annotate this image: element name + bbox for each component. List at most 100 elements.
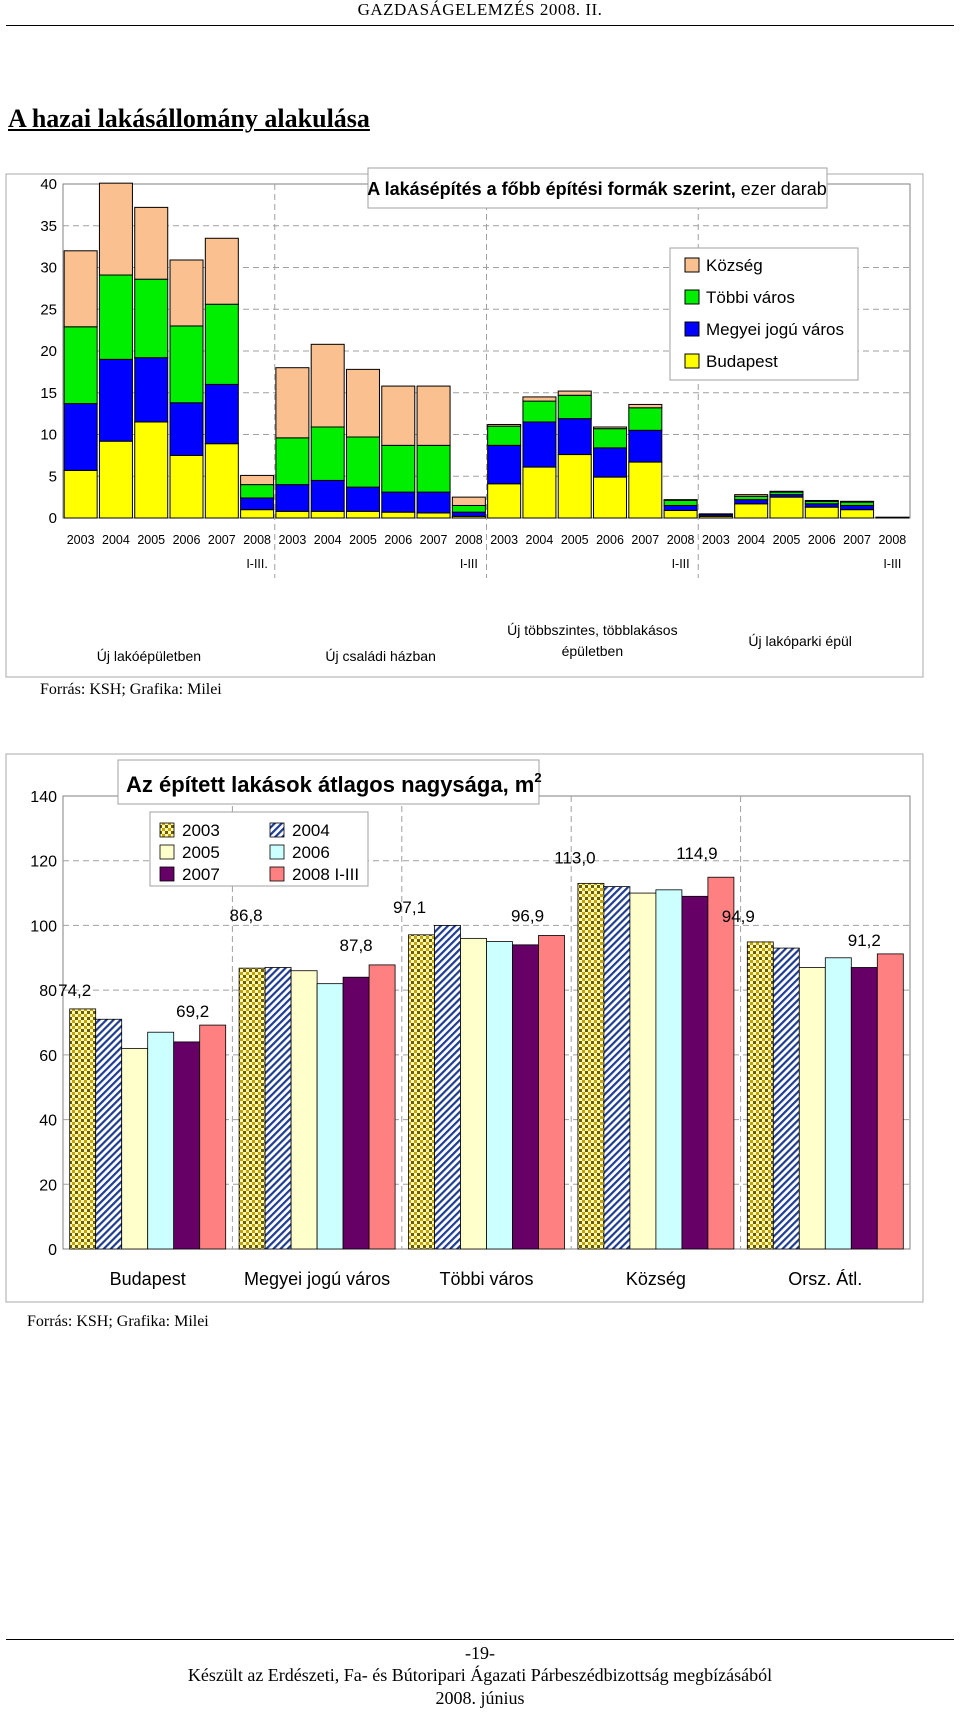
chart2-bar-2004 — [95, 1018, 123, 1250]
chart1-bar-megyei-jogu-varos — [487, 444, 522, 485]
chart1-x-tick-label: 2006 — [596, 533, 624, 547]
chart1-bar-kozseg — [240, 474, 275, 486]
chart1-bar-tobbi-varos — [134, 278, 169, 359]
chart2-legend-swatch — [159, 866, 175, 882]
chart2-bar-2006 — [655, 889, 683, 1250]
chart1-x-tick-label: 2004 — [102, 533, 130, 547]
chart1-group-label: Új lakóépületben — [97, 648, 201, 664]
chart1-y-tick-label: 20 — [40, 343, 57, 360]
chart1-bar-budapest — [134, 421, 169, 519]
chart1-y-tick-label: 15 — [40, 385, 57, 402]
chart2-bar-2007 — [681, 895, 709, 1250]
chart2-bar-2004 — [434, 925, 461, 1250]
chart2-data-label: 94,9 — [722, 907, 755, 926]
chart1-bar-budapest — [522, 466, 557, 519]
chart1-bar-megyei-jogu-varos — [840, 504, 875, 511]
chart1-bar-tobbi-varos — [98, 274, 133, 360]
chart2-legend-swatch — [269, 822, 285, 838]
chart1-bar-megyei-jogu-varos — [593, 447, 628, 478]
chart1-bar-megyei-jogu-varos — [98, 358, 133, 442]
chart1-bar-tobbi-varos — [840, 501, 875, 506]
chart1-group-label-line2: épületben — [562, 643, 624, 659]
chart1-bar-budapest — [345, 510, 380, 519]
chart1-bar-kozseg — [451, 496, 486, 506]
chart1-bar-megyei-jogu-varos — [204, 383, 239, 445]
chart1-x-tick-label: 2008 — [455, 533, 483, 547]
chart1-bar-budapest — [204, 443, 239, 519]
chart1-x-tick-label: 2008 — [243, 533, 271, 547]
chart2-bar-2003 — [577, 882, 605, 1250]
chart1-bar-tobbi-varos — [240, 484, 275, 499]
chart1-bar-kozseg — [204, 237, 239, 305]
chart2-y-tick-label: 100 — [30, 918, 57, 935]
chart1-x-tick-label: 2008 — [878, 533, 906, 547]
footer-line2: 2008. június — [435, 1688, 525, 1708]
chart1-bar-kozseg — [381, 385, 416, 446]
chart2-y-tick-label: 20 — [39, 1177, 57, 1194]
chart2-source: Forrás: KSH; Grafika: Milei — [27, 1313, 209, 1330]
chart2-bar-2008-i-iii — [707, 876, 735, 1250]
chart2-title-text: Az épített lakások átlagos nagysága, m — [126, 772, 534, 797]
chart1-x-tick-label: 2003 — [278, 533, 306, 547]
chart1-bar-kozseg — [663, 499, 698, 501]
footer-rule — [6, 1639, 954, 1640]
chart1-y-tick-label: 25 — [40, 301, 57, 318]
chart1-bar-budapest — [628, 461, 663, 519]
chart1-bar-tobbi-varos — [522, 400, 557, 423]
chart1-bar-megyei-jogu-varos — [63, 403, 98, 471]
chart2-bar-2005 — [460, 937, 487, 1250]
chart1-bar-budapest — [840, 509, 875, 519]
chart1-bar-tobbi-varos — [663, 499, 698, 506]
chart2-data-label: 74,2 — [58, 981, 91, 1000]
chart1-bar-kozseg — [804, 499, 839, 502]
chart1-y-tick-label: 10 — [40, 427, 57, 444]
chart2-bar-2006 — [824, 957, 852, 1250]
chart2-legend-label: 2005 — [182, 843, 220, 862]
chart1-bar-budapest — [734, 503, 769, 519]
chart2-bar-2006 — [316, 983, 344, 1250]
chart1-bar-kozseg — [734, 494, 769, 497]
chart2-legend-swatch — [269, 866, 285, 882]
chart1-x-tick-label: 2004 — [314, 533, 342, 547]
chart2-bar-2008-i-iii — [538, 935, 565, 1250]
chart2-title-box — [117, 759, 540, 805]
chart1-legend-label: Község — [706, 256, 763, 275]
chart2-bar-2005 — [798, 967, 826, 1250]
chart1-bar-megyei-jogu-varos — [628, 429, 663, 463]
chart1-bar-budapest — [381, 511, 416, 519]
chart2-y-tick-label: 60 — [39, 1048, 57, 1065]
chart2-bar-2006 — [486, 941, 513, 1250]
chart1-title-box — [367, 167, 828, 209]
chart1-title: A lakásépítés a főbb építési formák szer… — [367, 179, 827, 199]
chart2-bar-2004 — [772, 947, 800, 1250]
section-title: A hazai lakásállomány alakulása — [8, 104, 370, 133]
chart1-x-tick-label: 2003 — [702, 533, 730, 547]
chart1-bar-megyei-jogu-varos — [134, 357, 169, 423]
chart2-x-tick-label: Többi város — [439, 1269, 533, 1289]
header-rule — [6, 25, 954, 26]
chart1-bar-megyei-jogu-varos — [345, 486, 380, 512]
chart2-data-label: 114,9 — [676, 844, 717, 863]
chart1-bar-budapest — [63, 469, 98, 519]
chart1-x-tick-label: 2005 — [137, 533, 165, 547]
chart1-bar-kozseg — [275, 367, 310, 439]
chart1-x-tick-label: 2004 — [526, 533, 554, 547]
chart1-period-label: I-III — [460, 557, 478, 571]
chart1-x-tick-label: 2007 — [631, 533, 659, 547]
chart1-bar-megyei-jogu-varos — [416, 491, 451, 514]
chart1-title-unit: ezer darab — [741, 179, 827, 199]
chart2-bar-2007 — [850, 967, 878, 1250]
chart2-legend-label: 2004 — [292, 821, 330, 840]
chart1-bar-tobbi-varos — [169, 325, 204, 404]
chart2-y-tick-label: 140 — [30, 789, 57, 806]
chart2-bar-2004 — [264, 967, 292, 1250]
chart2-bar-2008-i-iii — [876, 953, 904, 1250]
chart2-y-tick-label: 0 — [48, 1242, 57, 1259]
chart2-bar-2005 — [629, 892, 657, 1250]
chart1-bar-tobbi-varos — [63, 326, 98, 405]
chart1-bar-megyei-jogu-varos — [381, 491, 416, 513]
chart1-bar-megyei-jogu-varos — [310, 479, 345, 512]
chart2-bar-2006 — [147, 1031, 175, 1250]
chart1-bar-budapest — [593, 476, 628, 519]
footer-line1: Készült az Erdészeti, Fa- és Bútoripari … — [187, 1665, 773, 1685]
